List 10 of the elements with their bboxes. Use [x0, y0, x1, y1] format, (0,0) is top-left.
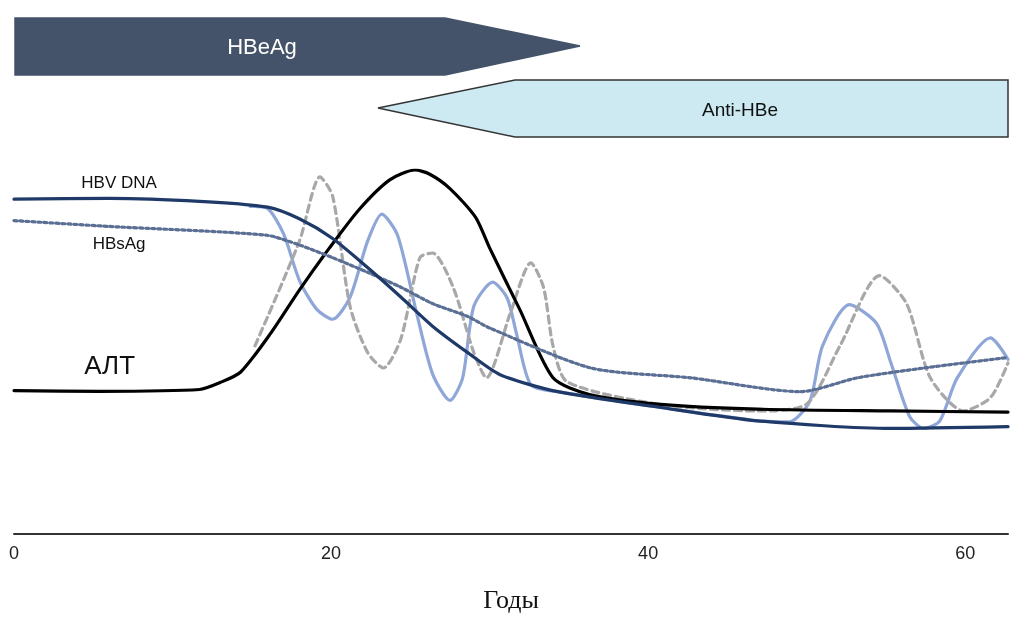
text: HBeAg: [227, 34, 297, 59]
x-tick-label: 40: [638, 543, 659, 563]
x-tick-label: 60: [955, 543, 976, 563]
x-tick-label: 20: [321, 543, 342, 563]
text: Anti-HBe: [701, 99, 779, 120]
x-axis-title: Годы: [483, 584, 539, 614]
series-label: HBsAg: [92, 234, 146, 254]
x-tick-label: 0: [8, 543, 20, 563]
series-label: АЛТ: [84, 350, 136, 381]
series-label: HBV DNA: [81, 173, 158, 193]
